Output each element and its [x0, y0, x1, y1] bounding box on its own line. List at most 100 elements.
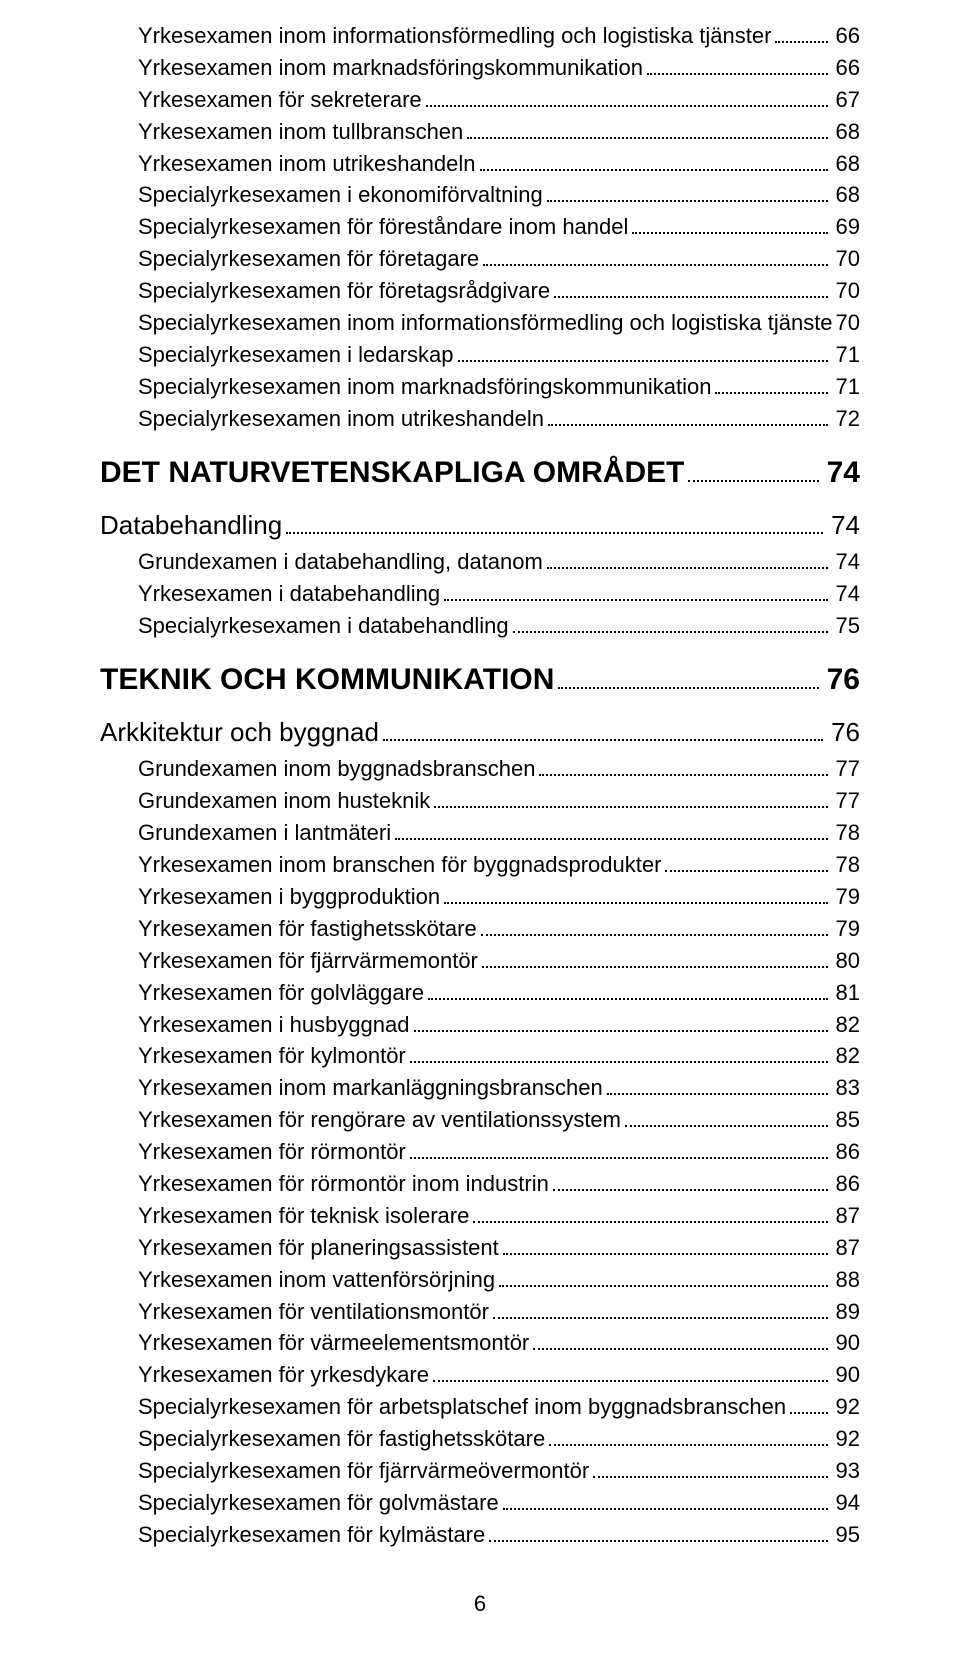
toc-label: Yrkesexamen i byggproduktion [138, 881, 440, 913]
toc-row: Yrkesexamen inom markanläggningsbransche… [138, 1072, 860, 1104]
toc-label: Specialyrkesexamen för företagare [138, 243, 479, 275]
toc-leader-dots [715, 376, 827, 394]
toc-leader-dots [499, 1269, 827, 1287]
toc-row: Yrkesexamen för sekreterare67 [138, 84, 860, 116]
toc-page-number: 78 [832, 849, 860, 881]
toc-page-number: 92 [832, 1423, 860, 1455]
toc-leader-dots [458, 344, 828, 362]
toc-row: Yrkesexamen inom utrikeshandeln68 [138, 148, 860, 180]
toc-row: Specialyrkesexamen för kylmästare95 [138, 1519, 860, 1551]
toc-label: Yrkesexamen inom informationsförmedling … [138, 20, 771, 52]
toc-leader-dots [467, 121, 827, 139]
toc-row: Yrkesexamen för ventilationsmontör89 [138, 1296, 860, 1328]
toc-page-number: 70 [832, 307, 860, 339]
toc-leader-dots [410, 1142, 828, 1160]
toc-label: Yrkesexamen för yrkesdykare [138, 1359, 429, 1391]
toc-leader-dots [547, 552, 828, 570]
toc-row: Yrkesexamen för värmeelementsmontör 90 [138, 1327, 860, 1359]
toc-page-number: 74 [823, 449, 860, 497]
toc-label: Yrkesexamen för kylmontör [138, 1040, 406, 1072]
toc-label: Grundexamen i lantmäteri [138, 817, 391, 849]
toc-label: Yrkesexamen i husbyggnad [138, 1009, 410, 1041]
toc-page-number: 80 [832, 945, 860, 977]
toc-label: Yrkesexamen för värmeelementsmontör [138, 1327, 529, 1359]
toc-page-number: 70 [832, 275, 860, 307]
toc-row: Specialyrkesexamen för fjärrvärmeövermon… [138, 1455, 860, 1487]
toc-label: Yrkesexamen inom marknadsföringskommunik… [138, 52, 643, 84]
toc-row: TEKNIK OCH KOMMUNIKATION76 [100, 656, 860, 704]
toc-leader-dots [632, 217, 827, 235]
toc-row: Specialyrkesexamen i databehandling 75 [138, 610, 860, 642]
toc-page-number: 90 [832, 1327, 860, 1359]
toc-page-number: 68 [832, 116, 860, 148]
toc-leader-dots [775, 25, 827, 43]
toc-label: Grundexamen inom byggnadsbranschen [138, 753, 535, 785]
toc-row: Yrkesexamen inom tullbranschen68 [138, 116, 860, 148]
toc-leader-dots [383, 720, 823, 741]
toc-page-number: 92 [832, 1391, 860, 1423]
page-number: 6 [100, 1591, 860, 1617]
toc-label: Yrkesexamen för fastighetsskötare [138, 913, 477, 945]
toc-row: Specialyrkesexamen för fastighetsskötare… [138, 1423, 860, 1455]
toc-page-number: 83 [832, 1072, 860, 1104]
toc-row: Specialyrkesexamen inom informationsförm… [138, 307, 860, 339]
toc-page-number: 88 [832, 1264, 860, 1296]
toc-leader-dots [503, 1492, 828, 1510]
toc-row: Yrkesexamen för fjärrvärmemontör80 [138, 945, 860, 977]
toc-row: Yrkesexamen inom branschen för byggnadsp… [138, 849, 860, 881]
toc-page-number: 85 [832, 1104, 860, 1136]
toc-leader-dots [558, 665, 818, 689]
toc-leader-dots [434, 791, 827, 809]
toc-page-number: 66 [832, 52, 860, 84]
toc-leader-dots [433, 1365, 828, 1383]
toc-page-number: 77 [832, 785, 860, 817]
toc-leader-dots [625, 1110, 828, 1128]
toc-row: Databehandling74 [100, 505, 860, 547]
toc-label: Yrkesexamen för sekreterare [138, 84, 422, 116]
toc-label: Specialyrkesexamen för företagsrådgivare [138, 275, 550, 307]
toc-page-number: 94 [832, 1487, 860, 1519]
toc-row: Specialyrkesexamen för företagsrådgivare… [138, 275, 860, 307]
toc-page-number: 75 [832, 610, 860, 642]
toc-label: Grundexamen inom husteknik [138, 785, 430, 817]
toc-row: Grundexamen inom husteknik 77 [138, 785, 860, 817]
toc-page-number: 74 [832, 578, 860, 610]
toc-leader-dots [593, 1460, 827, 1478]
toc-label: Specialyrkesexamen för golvmästare [138, 1487, 499, 1519]
toc-page-number: 71 [832, 339, 860, 371]
toc-page-number: 79 [832, 881, 860, 913]
toc-page-number: 74 [832, 546, 860, 578]
toc-label: Specialyrkesexamen i ekonomiförvaltning [138, 179, 543, 211]
toc-label: Specialyrkesexamen inom informationsförm… [138, 307, 832, 339]
toc-row: Yrkesexamen för planeringsassistent87 [138, 1232, 860, 1264]
toc-label: Specialyrkesexamen för fastighetsskötare [138, 1423, 545, 1455]
toc-row: Specialyrkesexamen för föreståndare inom… [138, 211, 860, 243]
toc-row: Specialyrkesexamen i ledarskap71 [138, 339, 860, 371]
toc-row: Yrkesexamen för kylmontör82 [138, 1040, 860, 1072]
toc-row: Yrkesexamen för teknisk isolerare87 [138, 1200, 860, 1232]
toc-leader-dots [444, 583, 827, 601]
toc-leader-dots [607, 1078, 828, 1096]
toc-leader-dots [554, 281, 827, 299]
toc-page-number: 87 [832, 1200, 860, 1232]
toc-leader-dots [428, 982, 827, 1000]
toc-leader-dots [553, 1173, 828, 1191]
toc-label: Specialyrkesexamen i databehandling [138, 610, 509, 642]
toc-label: Grundexamen i databehandling, datanom [138, 546, 543, 578]
toc-page-number: 76 [827, 712, 860, 754]
toc-page-number: 86 [832, 1168, 860, 1200]
toc-leader-dots [503, 1237, 828, 1255]
toc-leader-dots [481, 918, 828, 936]
toc-row: Yrkesexamen för rörmontör86 [138, 1136, 860, 1168]
toc-page-number: 70 [832, 243, 860, 275]
toc-label: Yrkesexamen inom utrikeshandeln [138, 148, 476, 180]
toc-leader-dots [688, 458, 818, 482]
toc-label: Yrkesexamen inom branschen för byggnadsp… [138, 849, 661, 881]
toc-row: Specialyrkesexamen i ekonomiförvaltning6… [138, 179, 860, 211]
toc-leader-dots [483, 249, 827, 267]
toc-leader-dots [549, 1429, 827, 1447]
toc-leader-dots [444, 886, 827, 904]
toc-row: DET NATURVETENSKAPLIGA OMRÅDET74 [100, 449, 860, 497]
toc-row: Yrkesexamen i databehandling74 [138, 578, 860, 610]
toc-leader-dots [548, 408, 828, 426]
